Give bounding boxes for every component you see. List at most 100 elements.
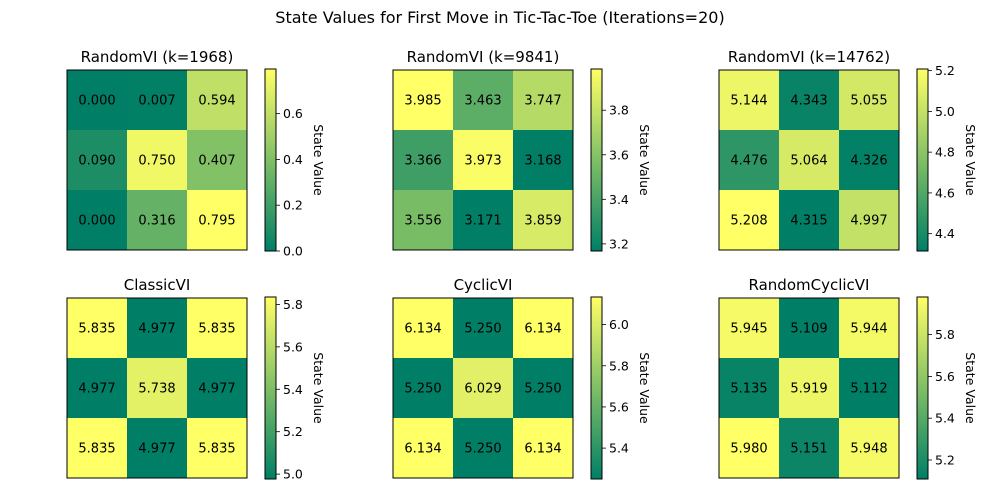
panel-title: RandomVI (k=14762)	[728, 48, 890, 66]
heatmap-cell	[67, 298, 127, 358]
cell-value-label: 6.134	[404, 442, 441, 457]
colorbar-label: State Value	[637, 352, 652, 424]
colorbar-tick-label: 5.4	[935, 411, 955, 426]
heatmap-cell	[719, 358, 779, 418]
panel-title: CyclicVI	[454, 276, 513, 294]
cell-value-label: 5.919	[790, 382, 827, 397]
cell-value-label: 0.007	[138, 94, 175, 109]
heatmap-cell	[513, 418, 573, 478]
heatmap-cell	[187, 358, 247, 418]
heatmap-cell	[513, 358, 573, 418]
heatmap-frame	[392, 69, 574, 251]
heatmap-cell	[453, 130, 513, 190]
cell-value-label: 5.835	[198, 442, 235, 457]
cell-value-label: 4.977	[78, 382, 115, 397]
cell-value-label: 5.144	[730, 94, 767, 109]
colorbar-label: State Value	[963, 124, 978, 196]
heatmap-panels: RandomVI (k=1968) 0.000 0.007 0.594 0.090 0.7…	[66, 48, 978, 482]
heatmap-panel: CyclicVI 6.134 5.250 6.134 5.250 6.029 5.250 6.…	[392, 276, 652, 480]
colorbar-tick-label: 0.4	[283, 152, 303, 167]
colorbar-tick-label: 5.6	[283, 339, 303, 354]
cell-value-label: 0.090	[78, 154, 115, 169]
cell-value-label: 5.738	[138, 382, 175, 397]
heatmap-cell	[779, 298, 839, 358]
cell-value-label: 5.055	[850, 94, 887, 109]
colorbar-tick-label: 3.6	[609, 147, 629, 162]
heatmap-cell	[187, 418, 247, 478]
colorbar-tick-label: 5.2	[283, 424, 303, 439]
heatmap-cell	[393, 190, 453, 250]
heatmap-cell	[513, 70, 573, 130]
colorbar-tick-label: 4.8	[935, 145, 955, 160]
colorbar-tick-label: 0.2	[283, 198, 303, 213]
cell-value-label: 0.795	[198, 214, 235, 229]
panel-title: RandomVI (k=1968)	[81, 48, 234, 66]
cell-value-label: 5.250	[464, 442, 501, 457]
cell-value-label: 4.315	[790, 214, 827, 229]
heatmap-cell	[453, 418, 513, 478]
cell-value-label: 4.977	[138, 442, 175, 457]
cell-value-label: 5.835	[198, 322, 235, 337]
cell-value-label: 5.135	[730, 382, 767, 397]
colorbar-tick-label: 0.6	[283, 106, 303, 121]
panel-title: RandomVI (k=9841)	[407, 48, 560, 66]
colorbar	[916, 68, 929, 252]
heatmap-cell	[453, 358, 513, 418]
heatmap-cell	[513, 130, 573, 190]
heatmap-cell	[187, 298, 247, 358]
cell-value-label: 5.835	[78, 442, 115, 457]
figure-suptitle: State Values for First Move in Tic-Tac-T…	[275, 8, 724, 27]
heatmap-panel: RandomCyclicVI 5.945 5.109 5.944 5.135 5.919 5…	[718, 276, 978, 480]
cell-value-label: 5.250	[464, 322, 501, 337]
heatmap-cell	[719, 70, 779, 130]
heatmap-cell	[779, 190, 839, 250]
cell-value-label: 5.151	[790, 442, 827, 457]
cell-value-label: 5.250	[524, 382, 561, 397]
panel-title: ClassicVI	[124, 276, 191, 294]
heatmap-cell	[127, 298, 187, 358]
cell-value-label: 6.029	[464, 382, 501, 397]
cell-value-label: 0.594	[198, 94, 235, 109]
colorbar-label: State Value	[963, 352, 978, 424]
colorbar-tick-label: 5.4	[609, 441, 629, 456]
heatmap-cell	[719, 418, 779, 478]
heatmap-cell	[187, 70, 247, 130]
cell-value-label: 6.134	[524, 322, 561, 337]
heatmap-cell	[719, 130, 779, 190]
colorbar-tick-label: 5.4	[283, 382, 303, 397]
cell-value-label: 5.064	[790, 154, 827, 169]
cell-value-label: 5.948	[850, 442, 887, 457]
cell-value-label: 4.343	[790, 94, 827, 109]
heatmap-cell	[393, 298, 453, 358]
heatmap-cell	[839, 130, 899, 190]
cell-value-label: 3.366	[404, 154, 441, 169]
heatmap-cell	[393, 130, 453, 190]
cell-value-label: 6.134	[524, 442, 561, 457]
heatmap-cell	[779, 70, 839, 130]
heatmap-cell	[719, 298, 779, 358]
cell-value-label: 3.747	[524, 94, 561, 109]
cell-value-label: 0.000	[78, 94, 115, 109]
heatmap-frame	[392, 297, 574, 479]
cell-value-label: 5.112	[850, 382, 887, 397]
cell-value-label: 5.250	[404, 382, 441, 397]
colorbar	[590, 68, 603, 252]
heatmap-cell	[719, 190, 779, 250]
cell-value-label: 3.168	[524, 154, 561, 169]
heatmap-cell	[779, 358, 839, 418]
cell-value-label: 3.859	[524, 214, 561, 229]
colorbar-tick-label: 3.8	[609, 103, 629, 118]
cell-value-label: 6.134	[404, 322, 441, 337]
cell-value-label: 0.750	[138, 154, 175, 169]
cell-value-label: 4.977	[198, 382, 235, 397]
cell-value-label: 5.109	[790, 322, 827, 337]
cell-value-label: 5.980	[730, 442, 767, 457]
heatmap-cell	[839, 70, 899, 130]
colorbar-tick-label: 5.0	[283, 467, 303, 482]
heatmap-panel: RandomVI (k=14762) 5.144 4.343 5.055 4.476 5.…	[718, 48, 978, 252]
colorbar-tick-label: 4.6	[935, 185, 955, 200]
heatmap-cell	[839, 190, 899, 250]
colorbar-tick-label: 6.0	[609, 317, 629, 332]
heatmap-cell	[839, 298, 899, 358]
